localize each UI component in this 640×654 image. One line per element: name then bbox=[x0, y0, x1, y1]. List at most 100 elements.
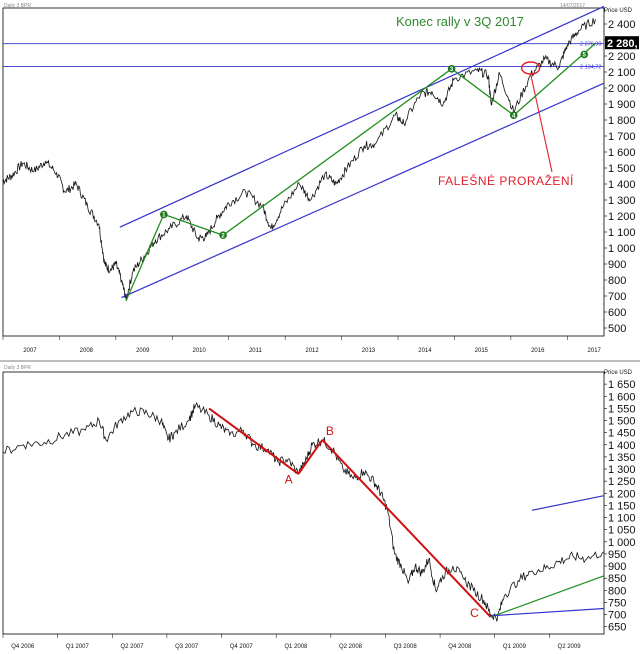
bottom-green-line bbox=[490, 575, 605, 618]
top-y-tick-label: 1 900 bbox=[608, 99, 636, 111]
top-header-right: 14/07/2017 bbox=[560, 3, 585, 9]
top-wave-marker bbox=[160, 210, 168, 219]
bottom-y-tick-label: 1 400 bbox=[608, 440, 636, 452]
bottom-abc-label: A bbox=[285, 473, 293, 487]
false-break-label: FALEŠNÉ PRORAŽENÍ bbox=[438, 173, 574, 188]
top-x-year-label: 2014 bbox=[418, 348, 432, 354]
bottom-y-tick-label: 750 bbox=[608, 597, 626, 609]
false-break-pointer bbox=[530, 73, 553, 173]
bottom-y-tick-label: 1 250 bbox=[608, 476, 636, 488]
last-price-box bbox=[605, 36, 639, 50]
top-axis-unit: Price USD bbox=[604, 8, 633, 14]
bottom-x-quarter-label: Q1 2008 bbox=[284, 644, 308, 650]
bottom-x-quarter-label: Q1 2007 bbox=[66, 644, 90, 650]
top-y-tick-label: 700 bbox=[608, 291, 626, 303]
top-price-line bbox=[2, 18, 596, 301]
bottom-abc-label: C bbox=[470, 606, 479, 620]
top-wave-line bbox=[125, 214, 165, 302]
bottom-y-tick-label: 900 bbox=[608, 561, 626, 573]
top-hline-label: 2 134,72 bbox=[580, 64, 601, 70]
top-x-year-label: 2008 bbox=[80, 348, 94, 354]
bottom-y-tick-label: 1 600 bbox=[608, 391, 636, 403]
top-x-year-label: 2013 bbox=[362, 348, 376, 354]
top-x-year-label: 2016 bbox=[531, 348, 545, 354]
top-y-tick-label: 800 bbox=[608, 275, 626, 287]
bottom-y-tick-label: 1 100 bbox=[608, 513, 636, 525]
top-wave-line bbox=[222, 68, 453, 236]
false-break-circle bbox=[520, 61, 541, 75]
top-wave-marker bbox=[219, 231, 227, 239]
bottom-y-tick-label: 1 350 bbox=[608, 452, 636, 464]
top-y-tick-label: 2 000 bbox=[608, 83, 636, 95]
top-y-tick-label: 500 bbox=[608, 323, 626, 335]
bottom-y-tick-label: 1 500 bbox=[608, 416, 636, 428]
bottom-x-quarter-label: Q2 2009 bbox=[558, 644, 582, 650]
top-y-tick-label: 600 bbox=[608, 307, 626, 319]
top-chart-panel: Daily 3 BPR 14/07/2017 Price USD Konec r… bbox=[2, 3, 639, 354]
top-wave-marker bbox=[509, 111, 518, 119]
bottom-chart-svg: Daily 3 BPR Price USD 650700750800850900… bbox=[2, 365, 636, 650]
bottom-x-quarter-label: Q2 2008 bbox=[339, 644, 363, 650]
top-y-tick-label: 2 100 bbox=[608, 67, 636, 79]
bottom-y-tick-label: 1 150 bbox=[608, 500, 636, 512]
top-y-tick-label: 1 800 bbox=[608, 115, 636, 127]
top-chart-marks: 500 600 700 800 900 1 000 1 100 1 200 1 300 1 400… bbox=[2, 5, 639, 354]
top-wave-marker bbox=[447, 65, 456, 73]
bottom-price-line bbox=[2, 401, 605, 622]
top-wave-line bbox=[163, 213, 224, 236]
bottom-x-quarter-label: Q3 2007 bbox=[175, 644, 199, 650]
bottom-y-tick-label: 650 bbox=[608, 622, 626, 634]
top-y-tick-label: 1 100 bbox=[608, 227, 636, 239]
bottom-blue-line bbox=[490, 607, 605, 617]
top-wave-marker bbox=[580, 50, 589, 59]
bottom-blue-line bbox=[531, 495, 605, 511]
top-x-year-label: 2007 bbox=[23, 348, 37, 354]
top-x-year-label: 2010 bbox=[193, 348, 207, 354]
bottom-y-tick-label: 1 300 bbox=[608, 464, 636, 476]
top-x-year-label: 2009 bbox=[136, 348, 150, 354]
bottom-abc-line bbox=[321, 439, 492, 618]
top-wave-marker-label: 5 bbox=[583, 53, 587, 59]
top-chart-svg: Daily 3 BPR 14/07/2017 Price USD Konec r… bbox=[2, 3, 639, 354]
bottom-y-tick-label: 1 200 bbox=[608, 488, 636, 500]
top-x-year-label: 2011 bbox=[249, 348, 263, 354]
top-y-tick-label: 900 bbox=[608, 259, 626, 271]
top-x-year-label: 2017 bbox=[588, 348, 602, 354]
bottom-abc-line bbox=[208, 407, 299, 475]
top-wave-marker-label: 4 bbox=[512, 113, 516, 119]
bottom-y-tick-label: 1 450 bbox=[608, 428, 636, 440]
top-y-tick-label: 1 600 bbox=[608, 147, 636, 159]
bottom-header-left: Daily 3 BPR bbox=[4, 365, 31, 371]
bottom-y-tick-label: 700 bbox=[608, 610, 626, 622]
bottom-y-tick-label: 1 000 bbox=[608, 537, 636, 549]
bottom-y-tick-label: 1 050 bbox=[608, 525, 636, 537]
top-wave-marker-label: 3 bbox=[450, 67, 454, 73]
top-wave-line bbox=[451, 68, 515, 116]
bottom-y-tick-label: 850 bbox=[608, 573, 626, 585]
bottom-x-quarter-label: Q2 2007 bbox=[120, 644, 144, 650]
last-price-label: 2 280, bbox=[607, 38, 638, 50]
top-annotation-title: Konec rally v 3Q 2017 bbox=[396, 14, 524, 29]
bottom-plot-frame bbox=[2, 371, 605, 635]
bottom-x-quarter-label: Q1 2009 bbox=[503, 644, 527, 650]
top-wave-marker-label: 2 bbox=[221, 233, 225, 239]
bottom-x-quarter-label: Q4 2006 bbox=[11, 644, 35, 650]
top-channel-line bbox=[119, 5, 605, 228]
bottom-y-tick-label: 1 650 bbox=[608, 379, 636, 391]
top-channel-line bbox=[121, 82, 605, 299]
top-y-tick-label: 2 400 bbox=[608, 19, 636, 31]
top-y-tick-label: 1 700 bbox=[608, 131, 636, 143]
bottom-y-tick-label: 950 bbox=[608, 549, 626, 561]
top-header-left: Daily 3 BPR bbox=[4, 3, 31, 9]
top-x-year-label: 2015 bbox=[475, 348, 489, 354]
bottom-chart-panel: Daily 3 BPR Price USD 650 700 750 800 850 900… bbox=[0, 360, 640, 654]
bottom-y-tick-label: 1 550 bbox=[608, 403, 636, 415]
bottom-x-quarter-label: Q4 2008 bbox=[448, 644, 472, 650]
bottom-abc-line bbox=[297, 439, 324, 475]
bottom-y-tick-label: 800 bbox=[608, 585, 626, 597]
top-y-tick-label: 1 400 bbox=[608, 179, 636, 191]
top-y-tick-label: 1 000 bbox=[608, 243, 636, 255]
top-plot-frame bbox=[2, 7, 605, 337]
bottom-x-quarter-label: Q3 2008 bbox=[394, 644, 418, 650]
